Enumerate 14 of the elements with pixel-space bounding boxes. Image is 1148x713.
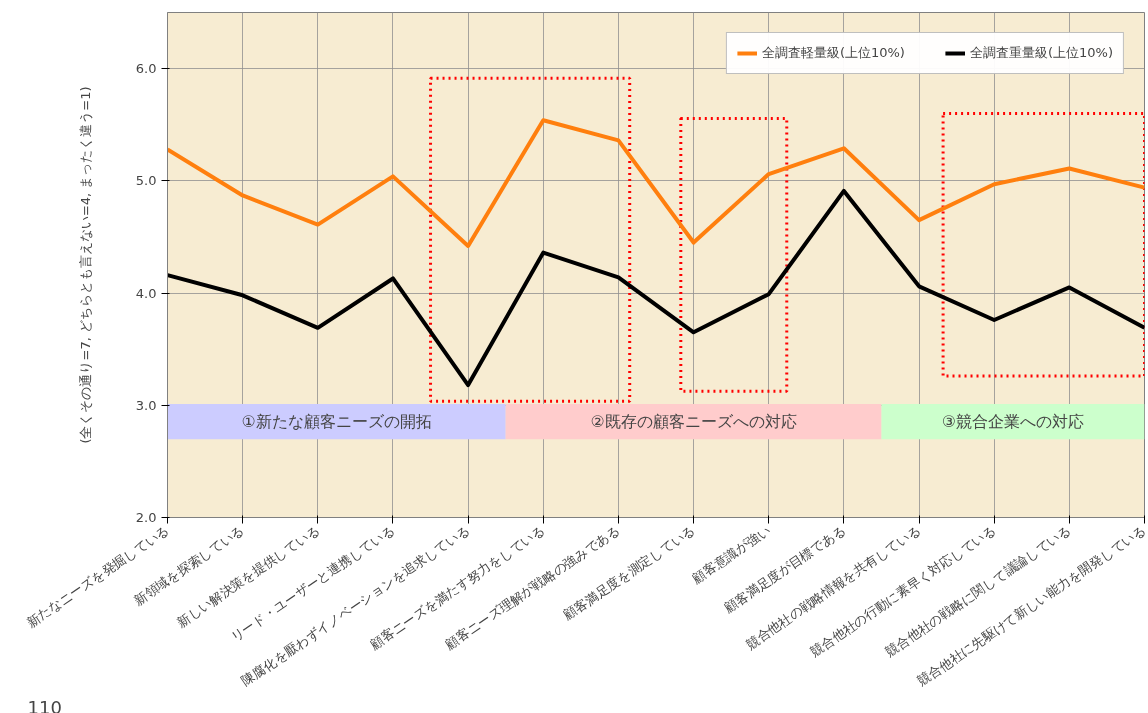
line-series [167,118,1145,248]
y-tick-label: 6.0 [135,61,157,77]
line-series [167,188,1145,388]
y-tick-label: 4.0 [135,285,157,301]
y-tick-label: 2.0 [135,510,157,525]
band-label: ③競合企業への対応 [941,412,1085,432]
legend-label: 全調査重量級(上位10%) [969,44,1113,62]
band-label: ①新たな顧客ニーズの開拓 [241,412,432,432]
y-axis-title: (全くその通り=7, どちらとも言えない=4, まったく違う=1) [77,86,93,444]
legend-label: 全調査軽量級(上位10%) [761,44,905,62]
band-label: ②既存の顧客ニーズへの対応 [590,412,797,432]
y-tick-label: 5.0 [135,173,157,189]
text: 110 [27,696,62,713]
y-tick-label: 3.0 [135,397,157,413]
